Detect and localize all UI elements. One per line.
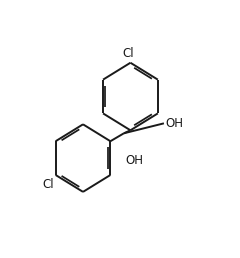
Text: OH: OH: [166, 117, 184, 130]
Text: OH: OH: [126, 154, 144, 167]
Text: Cl: Cl: [42, 178, 54, 191]
Text: Cl: Cl: [123, 47, 134, 60]
